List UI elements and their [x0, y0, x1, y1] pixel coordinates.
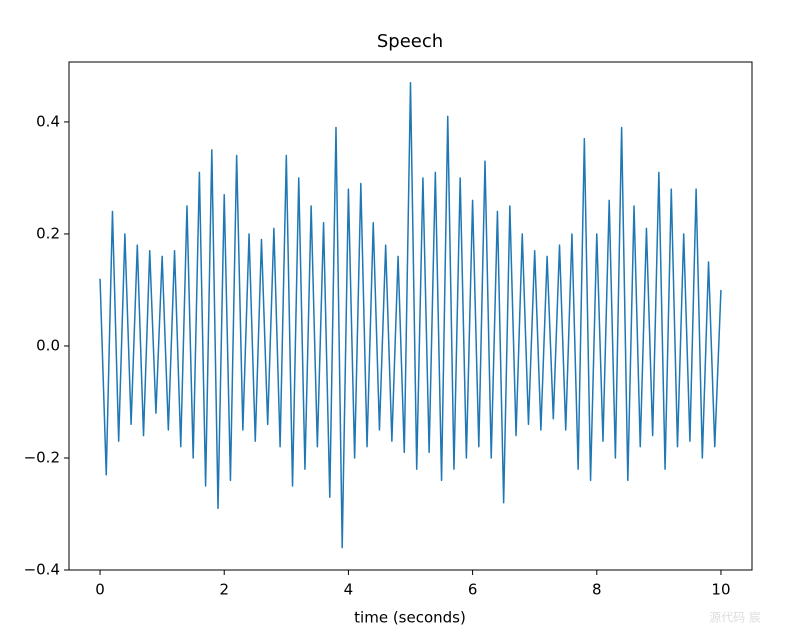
chart-title: Speech: [377, 31, 443, 52]
x-tick-label: 8: [592, 581, 602, 599]
x-tick-label: 10: [711, 581, 730, 599]
line-series: [99, 81, 722, 549]
y-tick-label: 0.4: [36, 112, 60, 130]
y-tick-label: −0.2: [24, 448, 60, 466]
y-tick-label: 0.2: [36, 224, 60, 242]
x-tick-label: 0: [95, 581, 105, 599]
x-tick-label: 2: [219, 581, 229, 599]
x-tick-label: 6: [468, 581, 478, 599]
y-tick-label: 0.0: [36, 336, 60, 354]
x-tick-label: 4: [344, 581, 354, 599]
x-axis-label: time (seconds): [354, 609, 466, 627]
watermark: 源代码 宸: [709, 610, 761, 625]
plot-frame: [68, 61, 753, 571]
y-tick-label: −0.4: [24, 561, 60, 579]
